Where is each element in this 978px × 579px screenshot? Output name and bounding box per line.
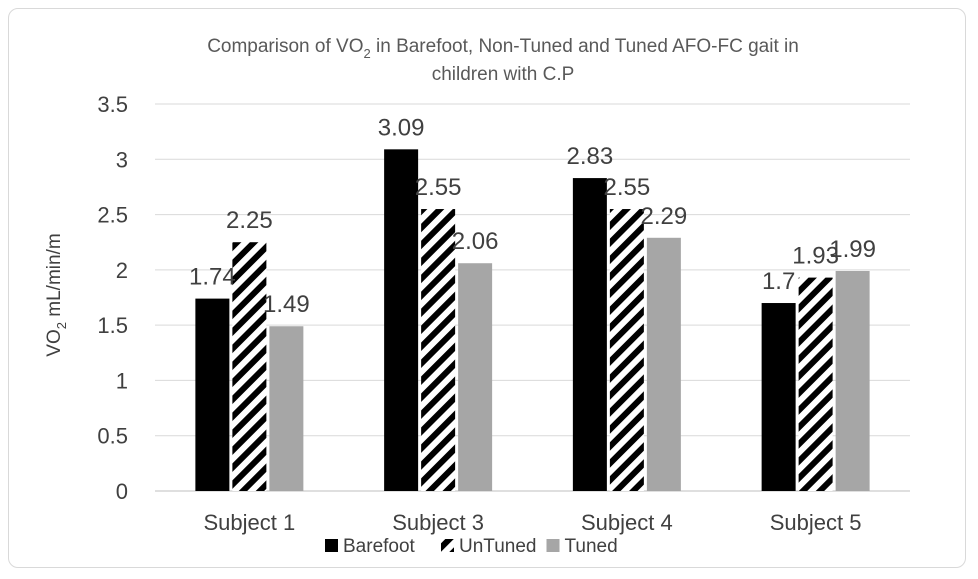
bar [195, 298, 230, 491]
y-tick-label: 0.5 [97, 424, 128, 449]
y-tick-label: 0 [116, 479, 128, 504]
data-label: 2.55 [604, 174, 651, 201]
bar [609, 209, 644, 492]
y-tick-label: 3.5 [97, 92, 128, 117]
bar [572, 178, 607, 491]
data-label: 3.09 [378, 114, 425, 141]
legend: Barefoot UnTuned Tuned [325, 536, 618, 557]
legend-label: Tuned [565, 536, 618, 557]
legend-swatch [325, 539, 338, 552]
y-axis-label: VO2 mL/min/m [44, 233, 69, 356]
data-label: 1.7 [762, 268, 795, 295]
category-label: Subject 5 [770, 510, 862, 535]
bar [269, 326, 304, 491]
data-label: 1.99 [829, 236, 876, 263]
data-label: 2.06 [452, 228, 499, 255]
bars [195, 149, 870, 492]
legend-label: Barefoot [343, 536, 416, 557]
y-tick-label: 1.5 [97, 313, 128, 338]
y-tick-label: 2.5 [97, 203, 128, 228]
y-tick-label: 1 [116, 368, 128, 393]
y-tick-label: 3 [116, 147, 128, 172]
legend-label: UnTuned [459, 536, 536, 557]
data-label: 1.49 [263, 291, 310, 318]
bar [384, 149, 419, 491]
bar [835, 270, 870, 491]
bar [798, 277, 833, 491]
category-label: Subject 1 [204, 510, 296, 535]
chart-title-line1: Comparison of VO2 in Barefoot, Non-Tuned… [207, 36, 799, 61]
y-tick-label: 2 [116, 258, 128, 283]
data-label: 1.74 [189, 264, 236, 291]
legend-swatch [441, 539, 454, 552]
data-label: 2.83 [567, 143, 614, 170]
bar [646, 237, 681, 491]
data-label: 2.25 [226, 207, 273, 234]
data-labels: 1.742.251.493.092.552.062.832.552.291.71… [189, 114, 876, 318]
data-label: 2.55 [415, 174, 462, 201]
data-label: 1.93 [792, 243, 839, 270]
bar [761, 303, 796, 491]
data-label: 2.29 [641, 203, 688, 230]
y-tick-labels: 0 0.5 1 1.5 2 2.5 3 3.5 [97, 92, 128, 504]
category-label: Subject 4 [581, 510, 673, 535]
chart-title-line2: children with C.P [432, 64, 575, 85]
category-label: Subject 3 [392, 510, 484, 535]
bar [421, 209, 456, 492]
bar [458, 263, 493, 491]
legend-swatch [546, 539, 560, 552]
bar [232, 242, 267, 491]
category-labels: Subject 1 Subject 3 Subject 4 Subject 5 [204, 510, 862, 535]
